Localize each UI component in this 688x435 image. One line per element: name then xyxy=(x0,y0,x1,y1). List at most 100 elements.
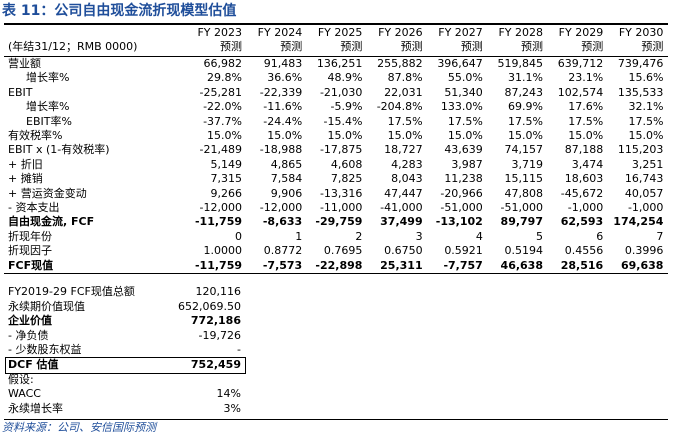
cell: 7,584 xyxy=(270,172,303,186)
cell: 519,845 xyxy=(497,57,544,70)
cell: -1,000 xyxy=(627,201,664,214)
cell: 43,639 xyxy=(444,143,483,157)
cell: 46,638 xyxy=(500,258,543,272)
column-year: FY 2025 xyxy=(317,26,363,39)
cell: 2 xyxy=(355,229,363,243)
row-label: 自由现金流, FCF xyxy=(8,215,95,229)
cell: 15.0% xyxy=(387,129,423,142)
cell: -1,000 xyxy=(567,201,604,214)
cell: -29,759 xyxy=(315,215,363,229)
cell: -7,757 xyxy=(443,258,483,272)
cell: 47,447 xyxy=(384,186,423,200)
cell: 7 xyxy=(656,229,664,243)
row-label: - 资本支出 xyxy=(8,201,60,214)
cell: 32.1% xyxy=(628,100,664,114)
column-note: 预测 xyxy=(641,40,664,53)
column-year: FY 2027 xyxy=(438,26,483,39)
cell: 4,865 xyxy=(270,157,303,171)
row-label: 营业额 xyxy=(8,57,41,70)
summary-label: 永续增长率 xyxy=(8,401,63,415)
summary-value: 3% xyxy=(223,401,241,415)
cell: 135,533 xyxy=(617,85,664,99)
cell: 1.0000 xyxy=(203,244,243,258)
cell: 15.0% xyxy=(267,129,303,142)
cell: 15.0% xyxy=(447,129,483,142)
cell: 62,593 xyxy=(560,215,604,229)
cell: 0 xyxy=(235,229,242,243)
cell: -5.9% xyxy=(330,100,363,114)
cell: 15,115 xyxy=(504,172,544,186)
cell: -37.7% xyxy=(203,114,242,128)
cell: 4,283 xyxy=(391,157,423,171)
cell: 15.0% xyxy=(327,129,363,142)
cell: -13,102 xyxy=(435,215,483,229)
cell: 0.7695 xyxy=(323,244,363,258)
column-note: 预测 xyxy=(460,40,483,53)
row-label: + 摊销 xyxy=(8,172,43,186)
rule xyxy=(4,56,668,57)
cell: 28,516 xyxy=(560,258,604,272)
cell: -20,966 xyxy=(440,186,483,200)
cell: 51,340 xyxy=(444,85,483,99)
cell: 87,243 xyxy=(504,85,544,99)
cell: 16,743 xyxy=(624,172,664,186)
cell: 255,882 xyxy=(377,57,423,70)
summary-value: -19,726 xyxy=(198,328,241,342)
cell: 3,474 xyxy=(571,157,604,171)
cell: 25,311 xyxy=(380,258,423,272)
cell: 136,251 xyxy=(316,57,363,70)
cell: 48.9% xyxy=(327,71,363,85)
cell: -11,759 xyxy=(194,215,242,229)
summary-value: 772,186 xyxy=(190,314,241,328)
cell: -11,000 xyxy=(319,201,363,214)
cell: 22,031 xyxy=(384,85,423,99)
cell: 639,712 xyxy=(557,57,604,70)
cell: 74,157 xyxy=(504,143,544,157)
cell: 55.0% xyxy=(447,71,483,85)
cell: 29.8% xyxy=(207,71,242,85)
row-label: 折现年份 xyxy=(8,229,52,243)
cell: 15.0% xyxy=(508,129,543,142)
cell: -12,000 xyxy=(199,201,242,214)
cell: 4,608 xyxy=(330,157,363,171)
cell: 0.8772 xyxy=(263,244,303,258)
cell: 18,727 xyxy=(384,143,423,157)
cell: 115,203 xyxy=(617,143,664,157)
cell: 15.6% xyxy=(628,71,664,85)
cell: 15.0% xyxy=(568,129,604,142)
cell: 0.5194 xyxy=(504,244,544,258)
cell: -8,633 xyxy=(262,215,303,229)
cell: 1 xyxy=(295,229,303,243)
cell: 15.0% xyxy=(628,129,664,142)
summary-label: 永续期价值现值 xyxy=(8,299,85,313)
cell: 15.0% xyxy=(207,129,242,142)
cell: -22,339 xyxy=(259,85,303,99)
cell: -11.6% xyxy=(263,100,303,114)
cell: 3,987 xyxy=(451,157,483,171)
cell: 36.6% xyxy=(267,71,303,85)
cell: 0.3996 xyxy=(624,244,664,258)
cell: -11,759 xyxy=(194,258,242,272)
cell: -204.8% xyxy=(376,100,423,114)
cell: 91,483 xyxy=(263,57,303,70)
cell: 17.5% xyxy=(387,114,423,128)
cell: 87,188 xyxy=(564,143,604,157)
cell: 47,808 xyxy=(504,186,544,200)
cell: -24.4% xyxy=(263,114,303,128)
cell: 174,254 xyxy=(613,215,664,229)
rule xyxy=(4,273,668,274)
highlight-box xyxy=(5,357,246,374)
row-label: EBIT xyxy=(8,85,33,99)
cell: 17.5% xyxy=(447,114,483,128)
cell: 739,476 xyxy=(617,57,664,70)
cell: 5 xyxy=(536,229,543,243)
cell: -22.0% xyxy=(203,100,242,114)
summary-label: WACC xyxy=(8,387,41,401)
column-note: 预测 xyxy=(220,40,242,53)
cell: 37,499 xyxy=(380,215,423,229)
row-label: 有效税率% xyxy=(8,129,63,142)
cell: 9,266 xyxy=(210,186,243,200)
cell: 4 xyxy=(475,229,483,243)
column-year: FY 2024 xyxy=(257,26,303,39)
